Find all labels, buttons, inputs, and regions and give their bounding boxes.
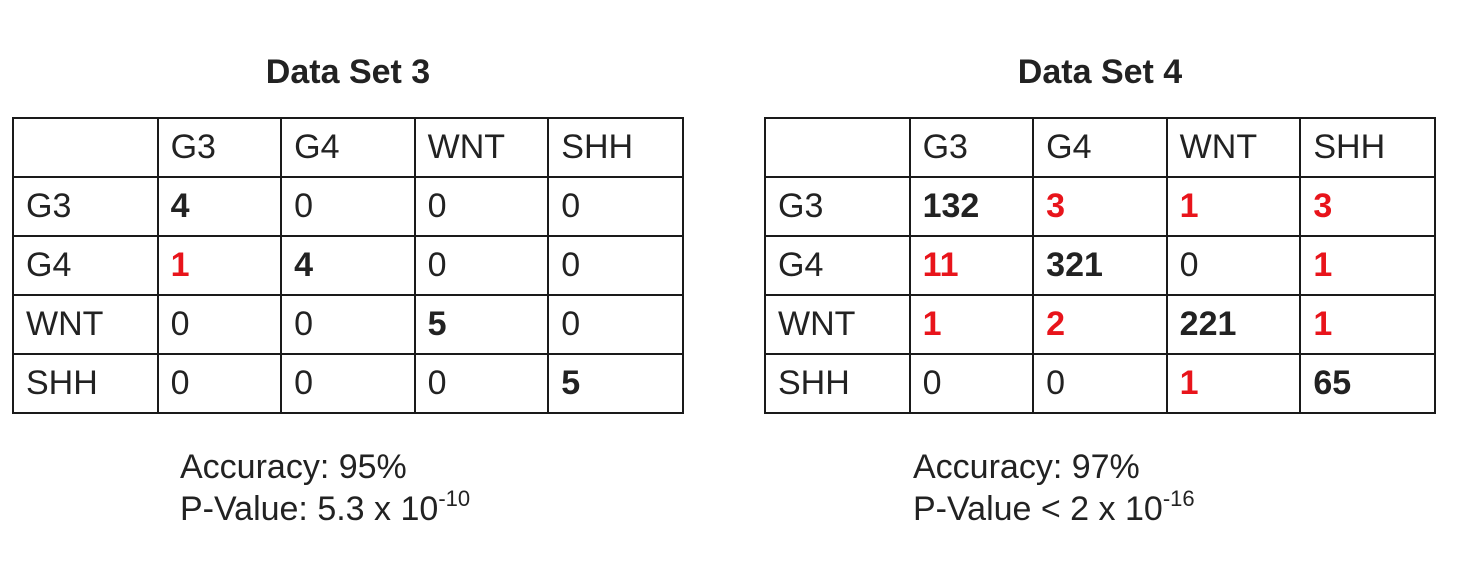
- header-cell: G4: [280, 117, 416, 178]
- matrix-cell: 1: [156, 235, 283, 296]
- matrix-cell: 0: [908, 353, 1035, 414]
- matrix-cell: 4: [280, 235, 416, 296]
- pvalue-prefix: P-Value: 5.3 x 10: [180, 490, 439, 528]
- row-label: WNT: [12, 294, 159, 355]
- matrix-cell: 0: [547, 176, 684, 237]
- header-cell: WNT: [413, 117, 550, 178]
- stats-block: Accuracy: 95% P-Value: 5.3 x 10-10: [180, 446, 470, 530]
- header-cell: [12, 117, 159, 178]
- stats-block: Accuracy: 97% P-Value < 2 x 10-16: [913, 446, 1195, 530]
- matrix-cell: 1: [1165, 353, 1302, 414]
- row-label: G3: [764, 176, 911, 237]
- pvalue-text: P-Value < 2 x 10-16: [913, 488, 1195, 530]
- matrix-cell: 3: [1299, 176, 1436, 237]
- header-cell: G3: [908, 117, 1035, 178]
- table-row: WNT 1 2 221 1: [764, 294, 1436, 355]
- table-row: SHH 0 0 0 5: [12, 353, 684, 414]
- matrix-cell: 4: [156, 176, 283, 237]
- matrix-cell: 0: [156, 353, 283, 414]
- header-cell: SHH: [1299, 117, 1436, 178]
- matrix-cell: 1: [1299, 294, 1436, 355]
- table-row: G3 132 3 1 3: [764, 176, 1436, 237]
- panel-title: Data Set 4: [1017, 53, 1183, 91]
- table-row: G3 4 0 0 0: [12, 176, 684, 237]
- matrix-cell: 0: [1032, 353, 1168, 414]
- matrix-cell: 0: [280, 353, 416, 414]
- table-row: G4 1 4 0 0: [12, 235, 684, 296]
- matrix-cell: 11: [908, 235, 1035, 296]
- row-label: G4: [764, 235, 911, 296]
- matrix-cell: 65: [1299, 353, 1436, 414]
- header-cell: [764, 117, 911, 178]
- matrix-cell: 0: [280, 176, 416, 237]
- pvalue-exponent: -10: [438, 486, 471, 511]
- header-cell: G4: [1032, 117, 1168, 178]
- matrix-cell: 0: [547, 235, 684, 296]
- pvalue-exponent: -16: [1162, 486, 1195, 511]
- matrix-cell: 0: [413, 353, 550, 414]
- row-label: SHH: [764, 353, 911, 414]
- table-row: G4 11 321 0 1: [764, 235, 1436, 296]
- accuracy-text: Accuracy: 95%: [180, 448, 407, 486]
- matrix-cell: 221: [1165, 294, 1302, 355]
- row-label: G4: [12, 235, 159, 296]
- matrix-cell: 1: [1165, 176, 1302, 237]
- matrix-cell: 0: [1165, 235, 1302, 296]
- matrix-cell: 0: [156, 294, 283, 355]
- row-label: WNT: [764, 294, 911, 355]
- matrix-cell: 5: [547, 353, 684, 414]
- matrix-cell: 1: [1299, 235, 1436, 296]
- row-label: G3: [12, 176, 159, 237]
- table-row: WNT 0 0 5 0: [12, 294, 684, 355]
- table-row: SHH 0 0 1 65: [764, 353, 1436, 414]
- matrix-cell: 0: [280, 294, 416, 355]
- confusion-matrix: G3 G4 WNT SHH G3 4 0 0 0 G4 1 4 0 0 WNT …: [12, 117, 684, 414]
- header-cell: SHH: [547, 117, 684, 178]
- matrix-cell: 132: [908, 176, 1035, 237]
- confusion-matrix: G3 G4 WNT SHH G3 132 3 1 3 G4 11 321 0 1…: [764, 117, 1436, 414]
- matrix-cell: 3: [1032, 176, 1168, 237]
- matrix-cell: 0: [413, 235, 550, 296]
- matrix-cell: 2: [1032, 294, 1168, 355]
- pvalue-text: P-Value: 5.3 x 10-10: [180, 488, 470, 530]
- matrix-cell: 0: [413, 176, 550, 237]
- matrix-cell: 5: [413, 294, 550, 355]
- panel-title: Data Set 3: [265, 53, 431, 91]
- header-row: G3 G4 WNT SHH: [12, 117, 684, 178]
- header-cell: WNT: [1165, 117, 1302, 178]
- matrix-cell: 0: [547, 294, 684, 355]
- header-row: G3 G4 WNT SHH: [764, 117, 1436, 178]
- accuracy-text: Accuracy: 97%: [913, 448, 1140, 486]
- row-label: SHH: [12, 353, 159, 414]
- pvalue-prefix: P-Value < 2 x 10: [913, 490, 1163, 528]
- matrix-cell: 321: [1032, 235, 1168, 296]
- matrix-cell: 1: [908, 294, 1035, 355]
- header-cell: G3: [156, 117, 283, 178]
